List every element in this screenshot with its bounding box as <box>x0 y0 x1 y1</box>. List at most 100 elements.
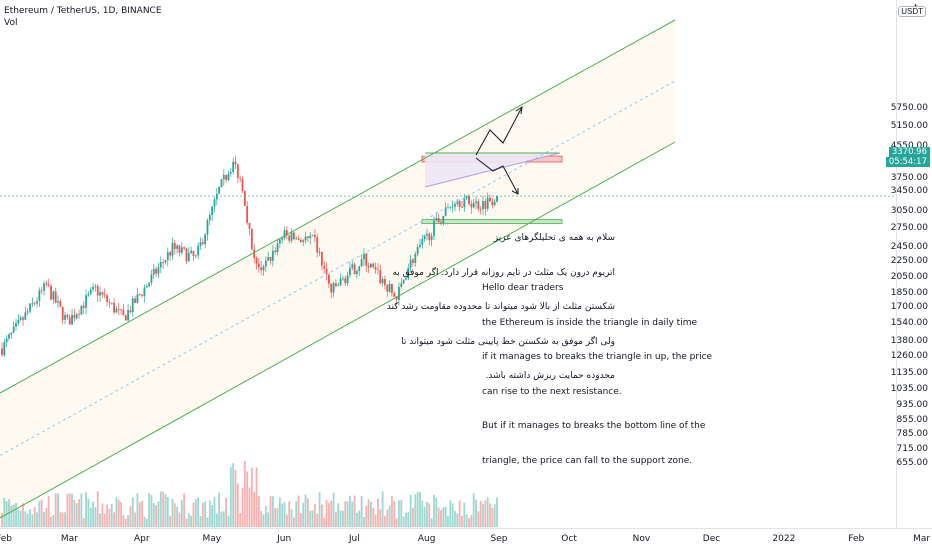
volume-bar <box>96 491 99 527</box>
volume-bar <box>68 493 71 527</box>
candle-body <box>92 286 94 290</box>
candle-body <box>465 196 468 199</box>
candle-body <box>304 236 307 241</box>
candle-body <box>220 179 223 188</box>
volume-bar <box>260 511 263 527</box>
volume-bar <box>292 517 295 527</box>
time-axis-border <box>0 528 932 529</box>
candle-body <box>496 196 498 202</box>
volume-bar <box>339 510 342 527</box>
volume-bar <box>143 516 146 527</box>
candle-body <box>281 238 284 240</box>
candle-body <box>414 253 417 264</box>
volume-bar <box>367 499 370 527</box>
candle-body <box>80 305 83 315</box>
price-tick-label: 1260.00 <box>890 351 928 362</box>
candle-body <box>82 305 85 308</box>
volume-bar <box>57 493 59 527</box>
english-line: Hello dear traders <box>482 283 564 293</box>
candle-body <box>451 206 454 208</box>
volume-bar <box>180 499 183 527</box>
english-line: But if it manages to breaks the bottom l… <box>482 421 706 431</box>
volume-bar <box>262 514 265 527</box>
volume-bar <box>122 515 125 527</box>
volume-bar <box>120 502 122 527</box>
price-tick-label: 785.00 <box>896 428 929 439</box>
volume-bar <box>52 514 55 527</box>
time-tick-label: Mar <box>60 534 78 544</box>
volume-bar <box>407 512 410 527</box>
bearish-arrowhead <box>511 188 519 195</box>
volume-bar <box>363 516 365 527</box>
candle-body <box>54 291 57 303</box>
candle-body <box>412 259 414 264</box>
candle-body <box>299 239 302 243</box>
volume-bar <box>320 504 323 527</box>
candle-body <box>1 348 3 356</box>
english-line: can rise to the next resistance. <box>482 386 622 397</box>
volume-bar <box>276 508 279 527</box>
candle-body <box>171 242 174 256</box>
candle-body <box>225 174 228 180</box>
candle-body <box>419 244 421 248</box>
volume-bar <box>85 492 87 527</box>
candle-body <box>141 294 143 296</box>
volume-bar <box>45 508 48 527</box>
candle-body <box>239 177 242 179</box>
candle-body <box>218 187 221 194</box>
volume-bar <box>131 497 134 527</box>
candle-body <box>50 285 52 300</box>
candle-body <box>384 279 386 286</box>
volume-bar <box>229 467 232 527</box>
candle-body <box>52 291 55 300</box>
volume-bar <box>426 501 428 527</box>
currency-badge[interactable]: USDT <box>898 6 926 17</box>
volume-bar <box>271 496 274 527</box>
volume-bar <box>463 502 466 527</box>
candle-body <box>330 283 333 293</box>
volume-bar <box>152 502 155 527</box>
volume-bar <box>447 515 449 527</box>
volume-bar <box>66 493 69 527</box>
time-tick-label: Apr <box>133 534 150 544</box>
candle-body <box>370 263 372 268</box>
candle-body <box>325 268 328 275</box>
candle-body <box>194 255 197 257</box>
price-tick-label: 935.00 <box>896 400 929 411</box>
volume-bar <box>285 514 288 527</box>
price-tick-label: 855.00 <box>896 414 929 425</box>
volume-bar <box>405 512 407 527</box>
candle-body <box>31 303 34 305</box>
price-tick-label: 655.00 <box>896 458 929 469</box>
candle-body <box>87 293 90 296</box>
volume-bar <box>353 495 356 527</box>
candle-body <box>402 279 405 284</box>
candle-body <box>229 172 232 174</box>
candle-body <box>113 302 115 313</box>
volume-bar <box>117 499 120 527</box>
volume-bar <box>370 501 372 527</box>
candle-body <box>155 268 158 274</box>
candle-body <box>454 204 456 207</box>
candle-body <box>405 278 407 280</box>
price-axis-border <box>896 0 897 528</box>
candle-body <box>33 303 36 305</box>
candle-body <box>110 302 113 304</box>
volume-bar <box>82 517 85 527</box>
volume-bar <box>234 469 237 527</box>
candle-body <box>461 207 463 208</box>
volume-bar <box>115 497 118 527</box>
time-tick-label: Aug <box>417 534 436 544</box>
candle-body <box>152 268 155 275</box>
volume-bar <box>386 509 389 527</box>
volume-bar <box>232 463 235 527</box>
volume-bar <box>201 502 204 527</box>
channel-midline <box>0 80 676 456</box>
candle-body <box>162 261 165 263</box>
volume-bar <box>225 497 228 527</box>
volume-bar <box>78 499 80 527</box>
candle-body <box>201 242 204 245</box>
volume-bar <box>241 487 244 527</box>
volume-bar <box>164 494 167 527</box>
